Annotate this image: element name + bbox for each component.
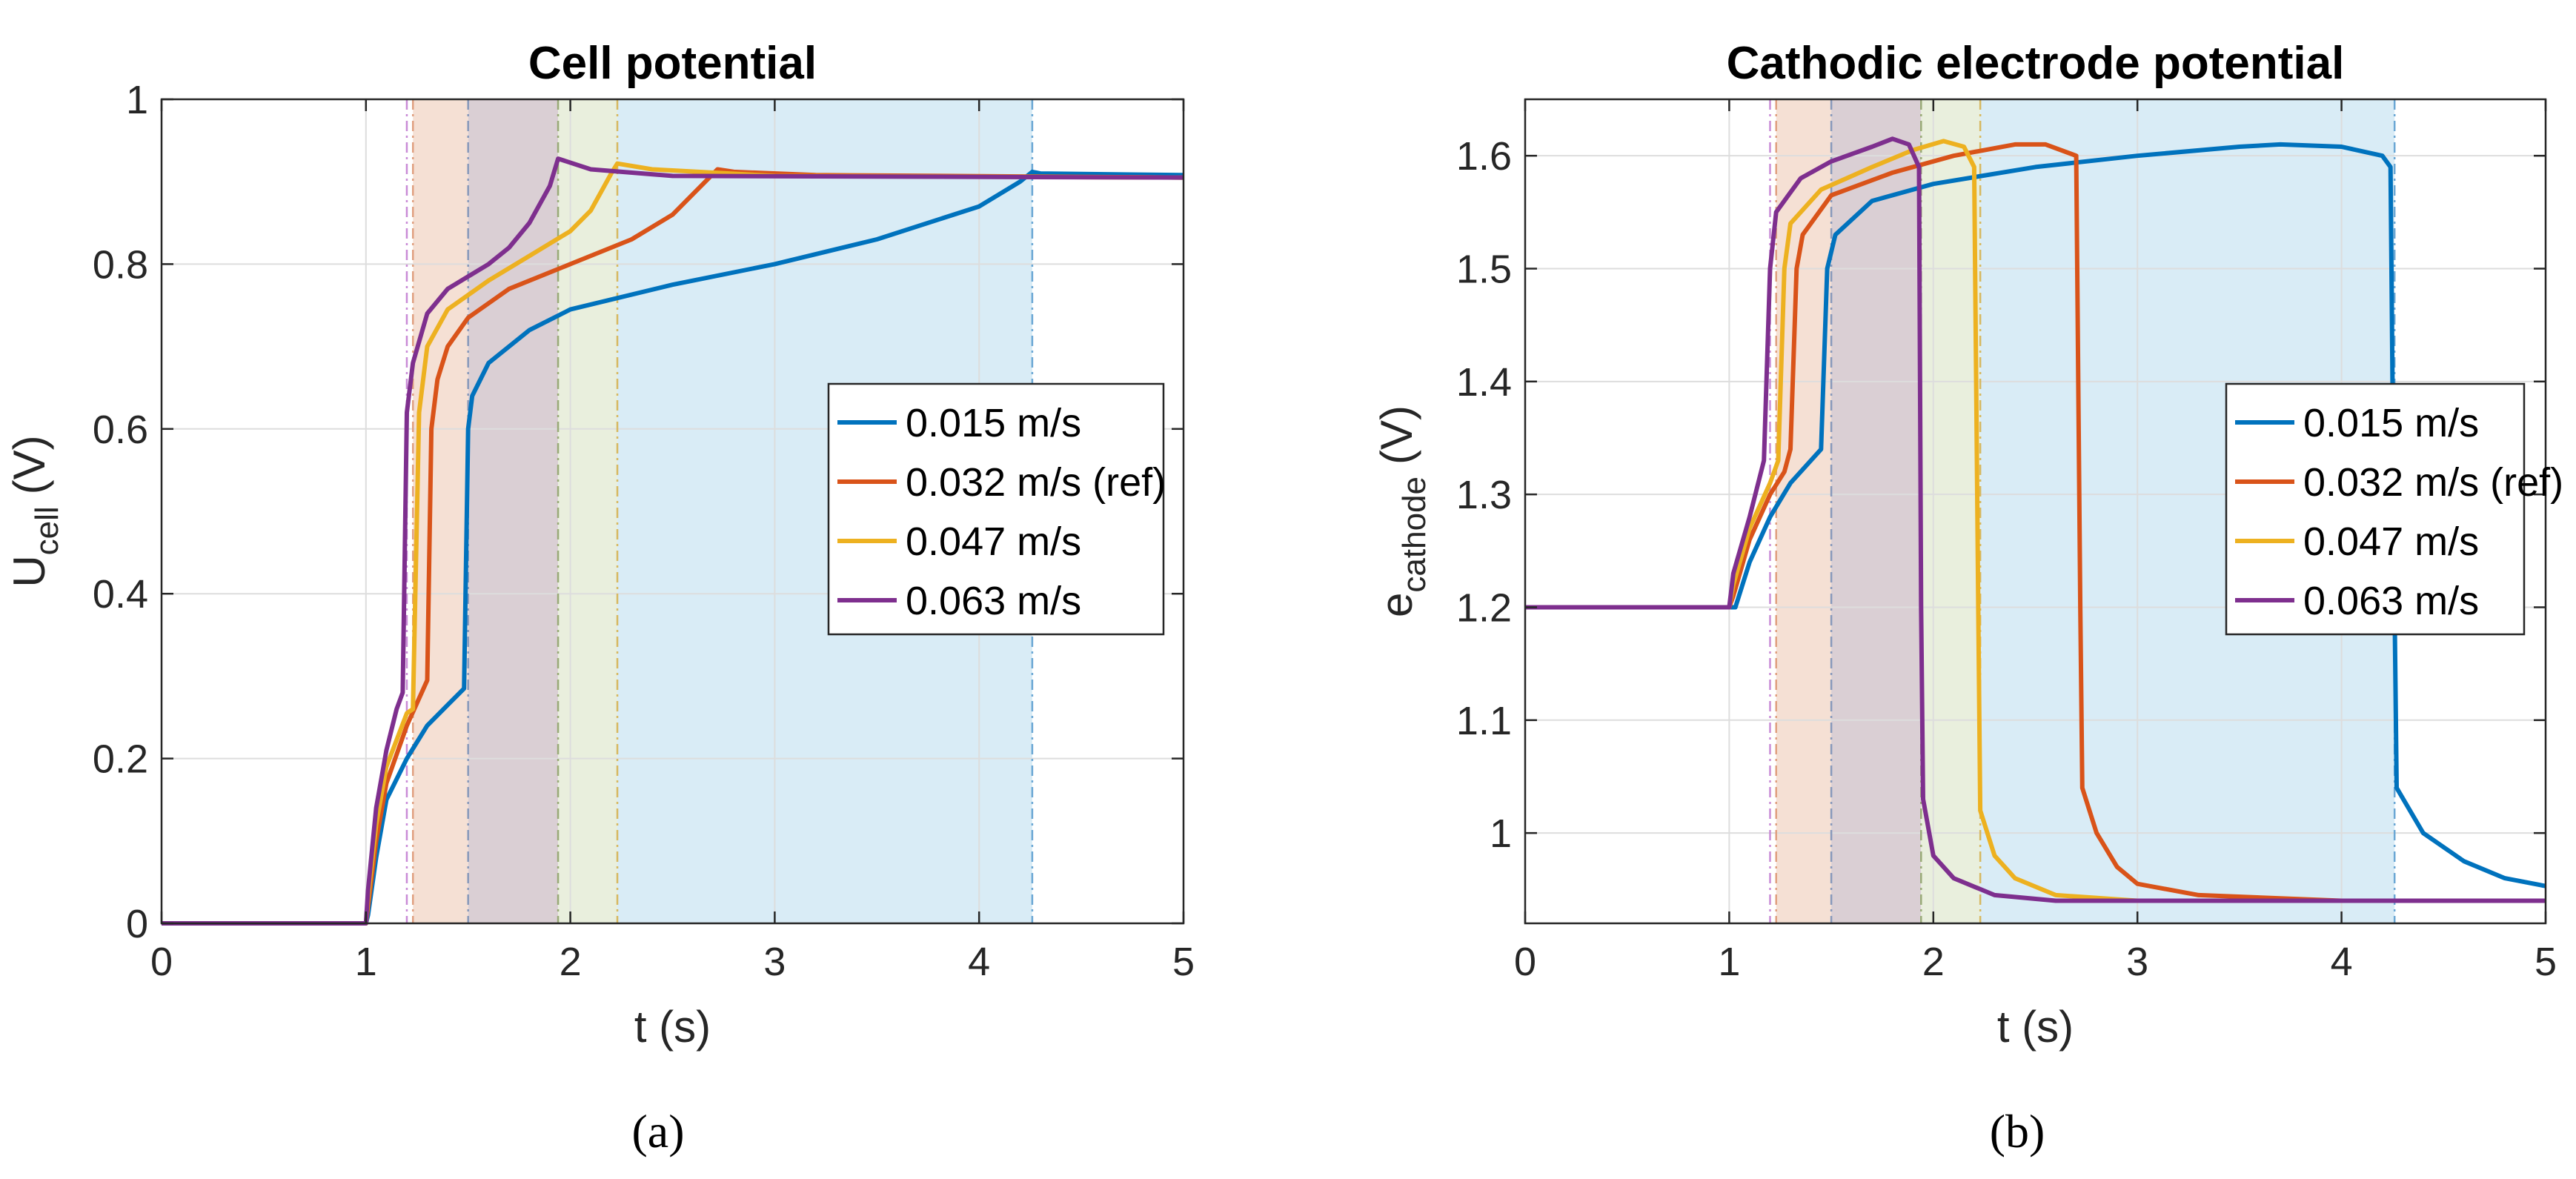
legend-entry-label: 0.015 m/s (906, 401, 1081, 445)
y-tick-label: 1.5 (1456, 247, 1512, 291)
x-axis-label: t (s) (634, 1002, 711, 1052)
series-line-4 (1525, 136, 2546, 903)
y-tick-label: 0.8 (93, 242, 148, 287)
panel-a-cell-potential: 0 1 2 3 4 5 0 0.2 0.4 0.6 0.8 1 Cell potential t (s) U… (4, 38, 1195, 1158)
y-tick-label: 1.3 (1456, 473, 1512, 517)
y-tick-label: 1.2 (1456, 585, 1512, 630)
legend-entry-label: 0.015 m/s (2303, 401, 2479, 445)
chart-title: Cathodic electrode potential (1727, 38, 2345, 89)
y-tick-label: 0 (126, 902, 148, 946)
shaded-region-1 (1776, 99, 1832, 923)
axes-frame (1524, 98, 2547, 925)
panel-b-cathodic-electrode-potential: 0 1 2 3 4 5 1 1.1 1.2 1.3 1.4 1.5 1.6 Cathodic electr… (1372, 38, 2563, 1158)
y-axis-label-unit: (V) (1372, 405, 1421, 465)
y-tick-label: 1.6 (1456, 134, 1512, 179)
y-tick-label: 0.4 (93, 572, 148, 617)
legend-entry-label: 0.047 m/s (906, 519, 1081, 564)
y-axis-label-main: e (1372, 593, 1421, 617)
legend: 0.015 m/s 0.032 m/s (ref) 0.047 m/s 0.063 m… (2225, 382, 2563, 636)
legend-entry-label: 0.032 m/s (ref) (2303, 460, 2563, 505)
y-axis-label-subscript: cell (29, 506, 65, 555)
x-tick-label: 3 (763, 940, 786, 984)
y-tick-label: 1 (1490, 811, 1512, 856)
legend-entry-label: 0.063 m/s (2303, 579, 2479, 623)
y-tick-label: 1 (126, 78, 148, 122)
shaded-region-1 (413, 99, 468, 923)
y-axis-label: Ucell (V) (4, 435, 65, 587)
legend-box (827, 382, 1165, 636)
y-axis-label-subscript: cathode (1396, 476, 1433, 593)
y-tick-label: 1.4 (1456, 360, 1512, 405)
x-tick-label: 0 (150, 940, 173, 984)
shaded-region-3 (1921, 99, 1981, 923)
x-tick-label: 2 (1922, 940, 1945, 984)
chart-title: Cell potential (528, 38, 817, 89)
x-tick-label: 0 (1514, 940, 1536, 984)
x-tick-label: 3 (2126, 940, 2148, 984)
shaded-region-2 (1831, 99, 1922, 923)
x-tick-label: 5 (1172, 940, 1195, 984)
panel-label: (a) (631, 1105, 684, 1158)
legend-entry-label: 0.047 m/s (2303, 519, 2479, 564)
x-tick-label: 1 (1718, 940, 1740, 984)
legend-box (2225, 382, 2526, 636)
legend-entry-label: 0.063 m/s (906, 579, 1081, 623)
y-axis-label: ecathode (V) (1372, 405, 1433, 617)
shaded-region-2 (468, 99, 559, 923)
y-axis-label-main: U (4, 555, 54, 587)
y-axis-label-unit: (V) (4, 435, 54, 494)
series-line-1 (1525, 142, 2546, 889)
series-line-2 (1525, 142, 2546, 903)
x-tick-label: 2 (560, 940, 582, 984)
x-axis-label: t (s) (1997, 1002, 2074, 1052)
legend: 0.015 m/s 0.032 m/s (ref) 0.047 m/s 0.063 m… (827, 382, 1166, 636)
series-line-1 (162, 169, 1184, 926)
x-tick-label: 4 (2331, 940, 2353, 984)
y-tick-label: 0.6 (93, 408, 148, 452)
y-tick-label: 0.2 (93, 737, 148, 782)
panel-label: (b) (1990, 1105, 2045, 1158)
x-tick-label: 4 (968, 940, 990, 984)
axes-frame (160, 98, 1185, 925)
x-tick-label: 5 (2534, 940, 2557, 984)
series-line-4 (162, 156, 1184, 926)
y-tick-label: 1.1 (1456, 699, 1512, 743)
shaded-region-3 (558, 99, 618, 923)
x-tick-label: 1 (355, 940, 377, 984)
legend-entry-label: 0.032 m/s (ref) (906, 460, 1166, 505)
